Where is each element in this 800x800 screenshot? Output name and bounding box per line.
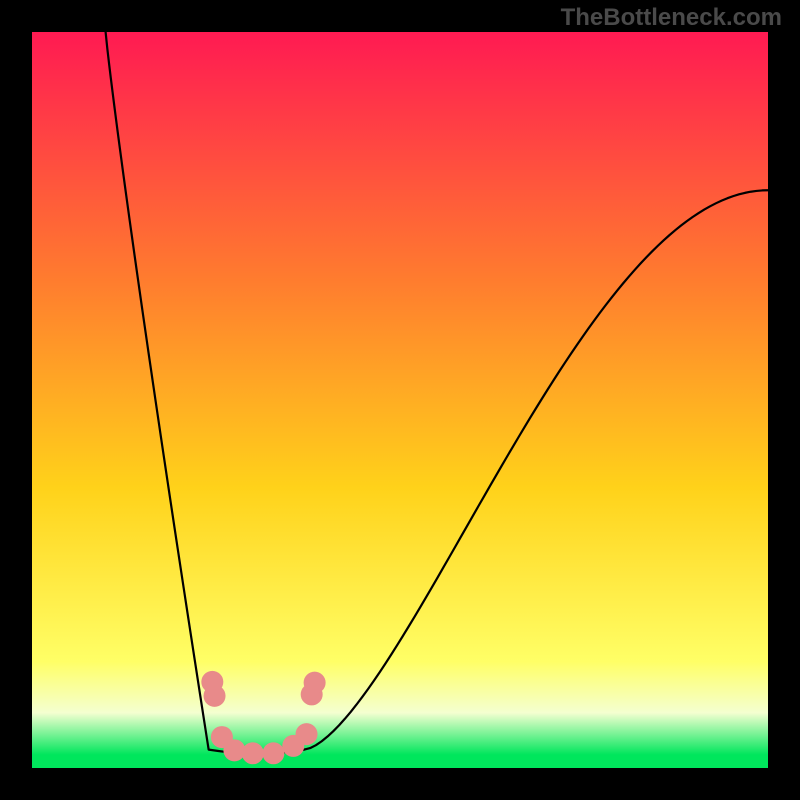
curve-marker	[296, 723, 318, 745]
curve-marker	[304, 672, 326, 694]
figure-root: TheBottleneck.com	[0, 0, 800, 800]
curve-marker	[204, 685, 226, 707]
watermark-text: TheBottleneck.com	[561, 4, 782, 32]
curve-marker	[242, 742, 264, 764]
curve-marker	[223, 739, 245, 761]
curve-marker	[262, 742, 284, 764]
bottleneck-curve	[106, 32, 768, 754]
chart-overlay	[0, 0, 800, 800]
